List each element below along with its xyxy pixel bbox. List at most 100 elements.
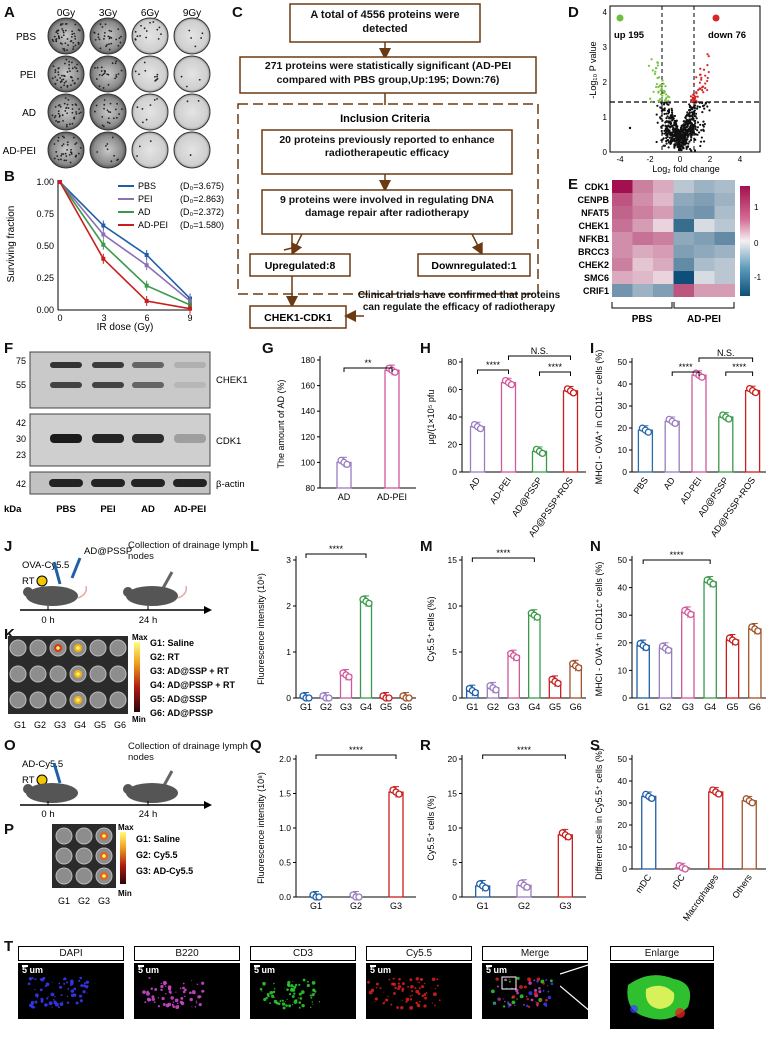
k-signal-core — [76, 646, 80, 650]
panelS-ytick: 10 — [618, 842, 628, 852]
colony-dot — [155, 78, 158, 81]
e-scale-0: 0 — [754, 239, 759, 248]
volcano-point — [673, 143, 676, 146]
panelL-ytick: 3 — [286, 555, 291, 565]
volcano-point — [667, 139, 670, 142]
panelS-point — [681, 865, 689, 873]
volcano-point — [691, 96, 694, 99]
t-signal — [530, 998, 534, 1002]
col-label-9gy: 9Gy — [183, 8, 201, 19]
volcano-point — [673, 139, 676, 142]
heatmap-cell — [673, 219, 694, 232]
volcano-point — [664, 98, 667, 101]
heatmap-cell — [673, 206, 694, 219]
panelN-bar — [658, 647, 673, 699]
t-scale-bar: 5 um — [254, 965, 275, 975]
t-signal — [79, 976, 82, 980]
blot-band — [92, 382, 124, 388]
panelM-point — [554, 679, 562, 688]
f-lane-pbs: PBS — [56, 504, 76, 515]
panelN-sig-bracket — [642, 559, 711, 564]
p-group-2: G2: Cy5.5 — [136, 850, 178, 860]
t-channel-cd3: CD3 5 um — [250, 946, 356, 1019]
t-signal — [54, 995, 56, 998]
panelI-bar — [664, 420, 680, 473]
f-marker-30: 30 — [16, 434, 26, 444]
volcano-point — [647, 64, 651, 67]
volcano-point — [690, 111, 694, 114]
colony-dot — [149, 21, 151, 24]
colony-dot — [66, 141, 69, 144]
volcano-point — [706, 88, 709, 92]
volcano-point — [701, 110, 704, 114]
t-signal — [293, 992, 296, 995]
colony-dot — [77, 28, 80, 31]
colony-dot — [119, 41, 122, 44]
panelH-sig-label: **** — [548, 362, 563, 372]
d-xtick: -4 — [616, 155, 624, 164]
t-signal — [398, 977, 401, 981]
t-signal — [538, 990, 542, 994]
volcano-point — [652, 90, 655, 93]
radiation-icon — [36, 575, 48, 587]
volcano-point — [679, 128, 682, 131]
panelM-point — [471, 688, 479, 697]
t-signal — [176, 1002, 179, 1005]
heatmap-cell — [632, 258, 653, 271]
heatmap-cell — [653, 258, 674, 271]
d-down-label: down 76 — [708, 30, 746, 41]
t-signal — [184, 995, 186, 998]
volcano-point — [694, 95, 697, 98]
t-signal — [431, 1002, 433, 1004]
panel-c-flowchart: A total of 4556 proteins were detected 2… — [237, 3, 560, 329]
colony-dot — [95, 78, 98, 80]
colony-dot — [101, 115, 104, 118]
t-signal — [436, 984, 439, 987]
panelM-xtick: G5 — [549, 702, 561, 712]
panelN-xtick: G1 — [637, 702, 649, 712]
colony-dot — [74, 44, 77, 47]
colony-dot — [113, 154, 115, 157]
t-signal — [86, 992, 88, 994]
panelH-sig-bracket — [477, 369, 509, 374]
volcano-point — [669, 114, 672, 117]
colony-dot — [77, 152, 80, 155]
panelH-point — [569, 389, 578, 397]
t-signal — [423, 1004, 427, 1008]
panelN-bar — [703, 581, 717, 699]
colony-dot — [68, 63, 71, 66]
volcano-point — [682, 146, 685, 149]
volcano-point — [707, 70, 710, 74]
t-signal — [285, 1004, 288, 1007]
volcano-point — [660, 102, 663, 105]
colony-dot — [145, 36, 148, 39]
panel-letter-h: H — [420, 340, 431, 357]
t-signal — [193, 992, 196, 995]
colony-dot — [101, 26, 104, 28]
colony-dot — [77, 43, 80, 45]
t-signal — [431, 977, 436, 982]
p-max: Max — [118, 823, 134, 832]
k-lane-g4: G4 — [74, 720, 86, 730]
volcano-point — [660, 107, 663, 110]
t-signal — [293, 985, 297, 989]
t-signal — [151, 997, 155, 1001]
volcano-point — [691, 129, 695, 132]
p-min: Min — [118, 889, 132, 898]
t-signal — [311, 993, 315, 997]
volcano-point — [689, 95, 693, 98]
volcano-point — [664, 85, 667, 88]
volcano-point — [654, 66, 658, 70]
t-signal — [545, 979, 548, 982]
t-signal — [148, 998, 152, 1002]
k-well — [109, 639, 127, 657]
t-channel-label: CD3 — [250, 946, 356, 961]
panel-letter-d: D — [568, 4, 579, 21]
colony-dot — [57, 71, 60, 74]
p-signal-core — [102, 834, 106, 838]
panelH-ylabel: μg/(1×10⁵ pfu — [426, 390, 436, 445]
volcano-point — [670, 109, 674, 112]
k-group-3: G3: AD@SSP + RT — [150, 666, 230, 676]
volcano-point — [693, 106, 696, 110]
